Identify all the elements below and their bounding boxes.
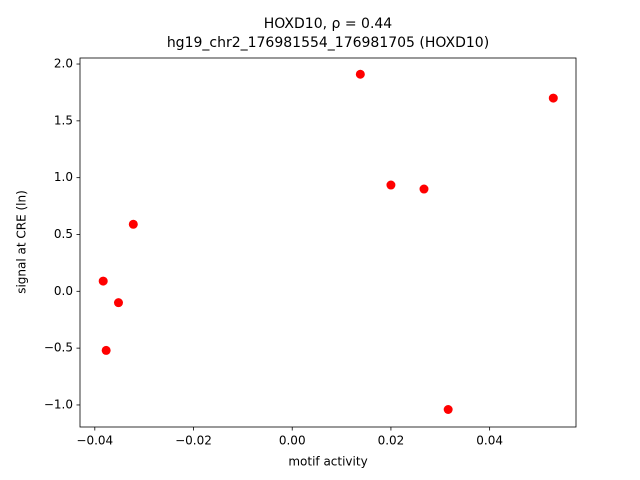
chart-title: HOXD10, ρ = 0.44 bbox=[264, 16, 393, 32]
x-tick-label: 0.02 bbox=[378, 434, 405, 448]
y-tick-label: −1.0 bbox=[44, 397, 73, 411]
y-axis-label: signal at CRE (ln) bbox=[15, 190, 29, 294]
chart-subtitle: hg19_chr2_176981554_176981705 (HOXD10) bbox=[167, 35, 489, 51]
point bbox=[548, 93, 558, 103]
y-tick-label: 1.5 bbox=[54, 113, 73, 127]
x-tick-label: 0.04 bbox=[476, 434, 503, 448]
point bbox=[128, 219, 138, 229]
x-tick-label: 0.00 bbox=[279, 434, 306, 448]
point bbox=[98, 276, 108, 286]
point bbox=[419, 184, 429, 194]
y-tick-label: 0.0 bbox=[54, 284, 73, 298]
y-tick-label: −0.5 bbox=[44, 341, 73, 355]
y-tick-label: 1.0 bbox=[54, 170, 73, 184]
point bbox=[101, 345, 111, 355]
point bbox=[443, 404, 453, 414]
x-axis-label: motif activity bbox=[288, 455, 367, 469]
point bbox=[355, 69, 365, 79]
x-tick-label: −0.04 bbox=[76, 434, 113, 448]
x-tick-label: −0.02 bbox=[175, 434, 212, 448]
plot-frame bbox=[79, 57, 577, 428]
y-tick-label: 2.0 bbox=[54, 57, 73, 71]
y-tick-label: 0.5 bbox=[54, 227, 73, 241]
point bbox=[386, 180, 396, 190]
point bbox=[113, 298, 123, 308]
